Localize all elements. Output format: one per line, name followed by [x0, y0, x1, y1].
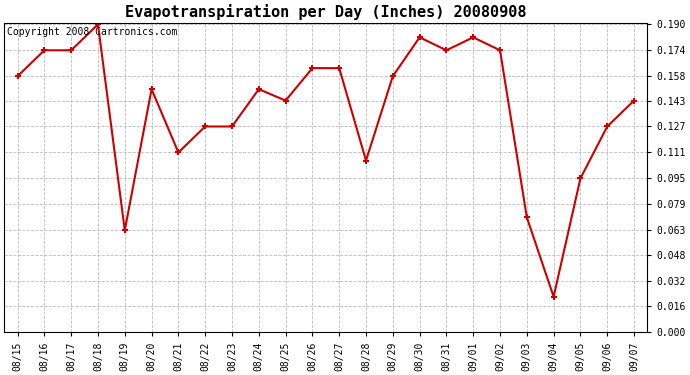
Text: Copyright 2008 Cartronics.com: Copyright 2008 Cartronics.com [8, 27, 178, 38]
Title: Evapotranspiration per Day (Inches) 20080908: Evapotranspiration per Day (Inches) 2008… [125, 4, 526, 20]
